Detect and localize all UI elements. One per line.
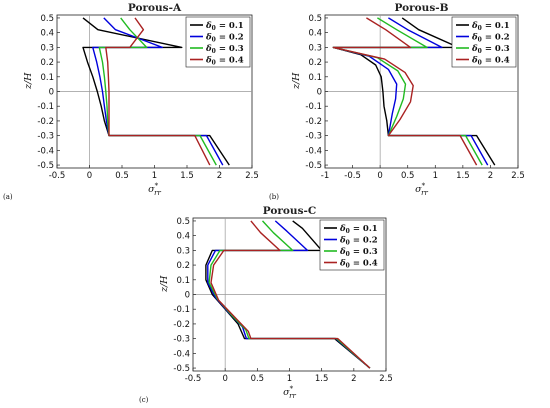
y-tick-label: 0 — [185, 291, 190, 301]
y-tick-label: -0.4 — [173, 349, 190, 359]
x-axis-label: σ* rr — [415, 182, 428, 197]
y-tick-label: -0.2 — [37, 117, 54, 127]
x-tick-label: -0.5 — [344, 171, 361, 181]
legend: δ0 = 0.1δ0 = 0.2δ0 = 0.3δ0 = 0.4 — [185, 16, 251, 68]
y-axis-label: z/H — [291, 72, 302, 90]
x-tick-label: 0.5 — [115, 171, 129, 181]
y-tick-label: 0.5 — [308, 14, 322, 24]
y-tick-label: -0.2 — [173, 320, 190, 330]
x-tick-label: 2.5 — [511, 171, 525, 181]
y-tick-label: -0.3 — [305, 132, 322, 142]
y-tick-label: -0.2 — [305, 117, 322, 127]
y-tick-label: -0.5 — [305, 161, 322, 171]
x-tick-label: 2.5 — [245, 171, 259, 181]
x-tick-label: 1.5 — [315, 374, 329, 384]
x-tick-label: 2.5 — [379, 374, 393, 384]
panel-label: (c) — [139, 396, 149, 404]
y-tick-label: 0.1 — [308, 73, 322, 83]
x-tick-label: -0.5 — [49, 171, 66, 181]
y-tick-label: 0.1 — [40, 73, 54, 83]
y-tick-label: -0.3 — [173, 335, 190, 345]
legend-label: δ0 = 0.4 — [339, 259, 378, 270]
legend-label: δ0 = 0.1 — [205, 21, 244, 32]
chart-panel-1: -0.5 0 0.5 1 1.5 2 2.5 0.5 0.4 0.3 0.2 0.1 0 -0.1 -0.2… — [3, 2, 259, 201]
y-tick-label: -0.1 — [173, 305, 190, 315]
y-tick-label: 0.3 — [40, 43, 54, 53]
legend-label: δ0 = 0.2 — [471, 33, 510, 44]
y-axis-label: z/H — [23, 72, 34, 90]
y-tick-label: 0.2 — [40, 58, 54, 68]
series-line-4 — [105, 17, 211, 166]
y-tick-label: -0.4 — [37, 146, 54, 156]
y-tick-label: 0.5 — [40, 14, 54, 24]
legend-label: δ0 = 0.1 — [471, 21, 510, 32]
x-tick-label: 1 — [433, 171, 438, 181]
x-tick-label: 1.5 — [180, 171, 194, 181]
x-tick-label: -0.5 — [185, 374, 202, 384]
chart-title: Porous-B — [395, 2, 449, 14]
x-tick-label: 1 — [287, 374, 292, 384]
chart-title: Porous-C — [263, 205, 316, 217]
y-tick-label: 0 — [49, 88, 54, 98]
x-tick-label: 1 — [152, 171, 157, 181]
x-tick-label: 0 — [222, 374, 227, 384]
y-tick-label: 0.4 — [176, 232, 190, 242]
x-tick-label: 0 — [87, 171, 92, 181]
x-tick-label: -1 — [321, 171, 329, 181]
series-line-4 — [332, 17, 478, 166]
x-tick-label: 0 — [377, 171, 382, 181]
y-tick-label: -0.3 — [37, 132, 54, 142]
legend-label: δ0 = 0.4 — [205, 56, 244, 67]
y-tick-label: -0.1 — [305, 102, 322, 112]
y-tick-label: -0.4 — [305, 146, 322, 156]
y-tick-label: 0.2 — [308, 58, 322, 68]
legend-label: δ0 = 0.3 — [205, 44, 244, 55]
x-tick-label: 0.5 — [251, 374, 265, 384]
legend-label: δ0 = 0.2 — [205, 33, 244, 44]
panel-label: (a) — [3, 193, 13, 201]
legend-label: δ0 = 0.3 — [339, 247, 378, 258]
legend-label: δ0 = 0.4 — [471, 56, 510, 67]
x-tick-label: 1.5 — [456, 171, 470, 181]
y-tick-label: 0.1 — [176, 276, 190, 286]
y-tick-label: 0.5 — [176, 217, 190, 227]
y-tick-label: -0.1 — [37, 102, 54, 112]
x-tick-label: 2 — [488, 171, 493, 181]
chart-title: Porous-A — [128, 2, 182, 14]
x-axis-label: σ* rr — [283, 385, 296, 400]
legend-label: δ0 = 0.2 — [339, 236, 378, 247]
y-axis-label: z/H — [159, 275, 170, 293]
x-tick-label: 2 — [351, 374, 356, 384]
legend: δ0 = 0.1δ0 = 0.2δ0 = 0.3δ0 = 0.4 — [319, 219, 385, 271]
y-tick-label: 0.3 — [176, 246, 190, 256]
chart-panel-3: -0.5 0 0.5 1 1.5 2 2.5 0.5 0.4 0.3 0.2 0.1 0 -0.1 -0.2… — [139, 205, 393, 404]
y-tick-label: -0.5 — [37, 161, 54, 171]
series-line-4 — [210, 220, 371, 369]
legend-label: δ0 = 0.3 — [471, 44, 510, 55]
chart-panel-2: -1 -0.5 0 0.5 1 1.5 2 2.50.50.40.30.20.10-0.1-0… — [269, 2, 525, 201]
legend-label: δ0 = 0.1 — [339, 224, 378, 235]
y-tick-label: -0.5 — [173, 364, 190, 374]
y-tick-label: 0 — [317, 88, 322, 98]
y-tick-label: 0.4 — [308, 29, 322, 39]
x-tick-label: 0.5 — [401, 171, 415, 181]
x-tick-label: 2 — [217, 171, 222, 181]
x-axis-label: σ* rr — [148, 182, 161, 197]
legend: δ0 = 0.1δ0 = 0.2δ0 = 0.3δ0 = 0.4 — [451, 16, 517, 68]
panel-label: (b) — [269, 193, 279, 201]
y-tick-label: 0.4 — [40, 29, 54, 39]
y-tick-label: 0.2 — [176, 261, 190, 271]
y-tick-label: 0.3 — [308, 43, 322, 53]
